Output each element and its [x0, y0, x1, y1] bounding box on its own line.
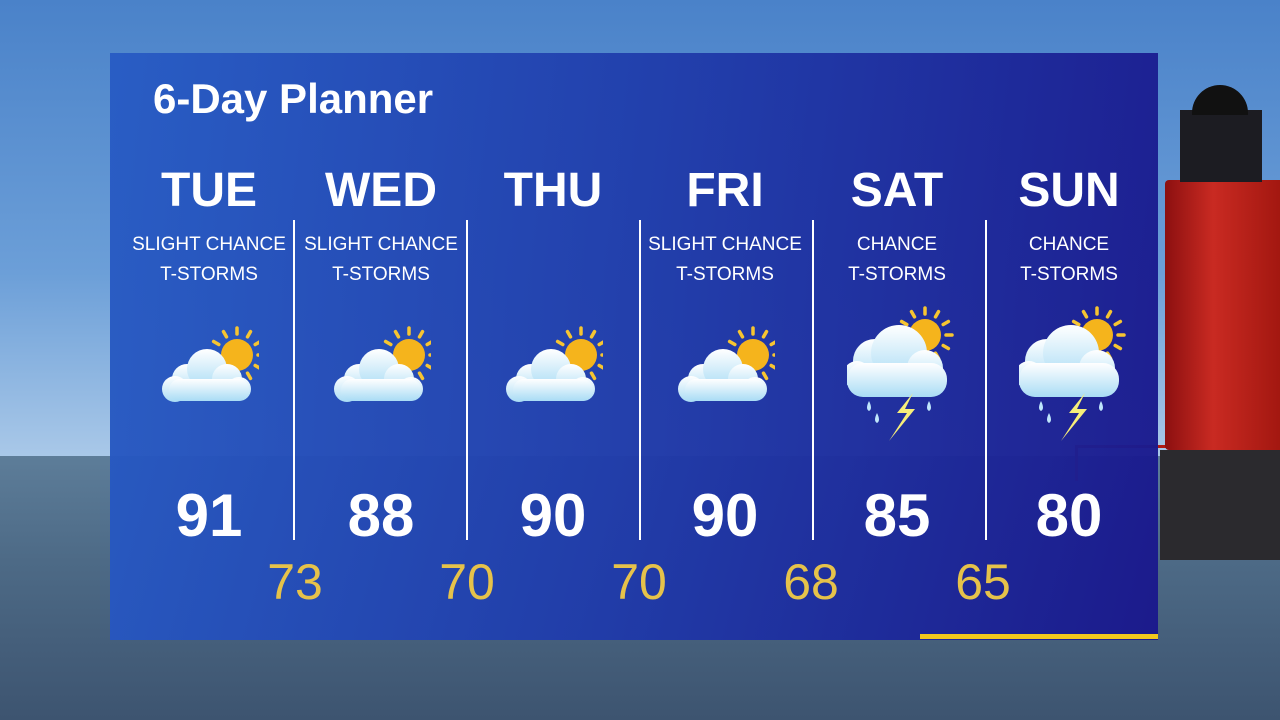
lighthouse [1165, 180, 1280, 450]
column-divider [812, 220, 814, 540]
condition-text: SLIGHT CHANCE T-STORMS [123, 230, 295, 320]
day-column-sun: SUN CHANCE T-STORMS 80 [983, 163, 1155, 549]
partly-cloudy-icon [159, 303, 266, 423]
day-label: THU [503, 164, 603, 217]
lighthouse-lantern [1180, 110, 1262, 182]
condition-text: SLIGHT CHANCE T-STORMS [295, 230, 467, 320]
condition-line-1: SLIGHT CHANCE [132, 234, 286, 255]
day-column-wed: WED SLIGHT CHANCE T-STORMS 88 [295, 163, 467, 549]
day-label: SUN [1018, 164, 1120, 217]
day-column-sat: SAT CHANCE T-STORMS 85 [811, 163, 983, 549]
high-temp: 91 [175, 482, 243, 549]
condition-line-2: T-STORMS [848, 264, 946, 285]
condition-line-1: CHANCE [1028, 234, 1110, 255]
low-temp: 73 [267, 554, 323, 610]
column-divider [985, 220, 987, 540]
low-temp: 65 [955, 554, 1011, 610]
day-label: FRI [686, 164, 764, 217]
forecast-panel: 6-Day Planner TUE SLIGHT CHANCE T-STORMS … [110, 53, 1158, 640]
high-temp: 85 [863, 482, 931, 549]
high-temp: 90 [691, 482, 759, 549]
high-temp: 80 [1035, 482, 1103, 549]
day-label: WED [325, 164, 437, 217]
thunderstorm-sun-icon [1015, 303, 1126, 441]
column-divider [293, 220, 295, 540]
high-temp: 88 [347, 482, 415, 549]
condition-text: CHANCE T-STORMS [983, 230, 1155, 320]
condition-text: SLIGHT CHANCE T-STORMS [639, 230, 811, 320]
pier [1160, 450, 1280, 560]
condition-line-1: CHANCE [856, 234, 938, 255]
column-divider [466, 220, 468, 540]
condition-line-2: T-STORMS [160, 264, 258, 285]
condition-text: CHANCE T-STORMS [811, 230, 983, 320]
low-temp: 68 [783, 554, 839, 610]
condition-line-1: SLIGHT CHANCE [304, 234, 458, 255]
day-label: SAT [850, 164, 944, 217]
condition-line-1: SLIGHT CHANCE [648, 234, 802, 255]
high-temp: 90 [519, 482, 587, 549]
day-label: TUE [161, 164, 257, 217]
low-temp: 70 [611, 554, 667, 610]
condition-line-2: T-STORMS [1020, 264, 1118, 285]
partly-cloudy-icon [331, 303, 438, 423]
day-column-fri: FRI SLIGHT CHANCE T-STORMS 90 [639, 163, 811, 549]
partly-cloudy-icon [503, 303, 610, 423]
column-divider [639, 220, 641, 540]
condition-line-2: T-STORMS [332, 264, 430, 285]
day-column-tue: TUE SLIGHT CHANCE T-STORMS 91 [123, 163, 295, 549]
low-temp: 70 [439, 554, 495, 610]
thunderstorm-sun-icon [843, 303, 954, 441]
day-column-thu: THU 90 [467, 163, 639, 549]
page-title: 6-Day Planner [153, 75, 434, 122]
condition-line-2: T-STORMS [676, 264, 774, 285]
accent-bar [920, 634, 1158, 639]
partly-cloudy-icon [675, 303, 782, 423]
